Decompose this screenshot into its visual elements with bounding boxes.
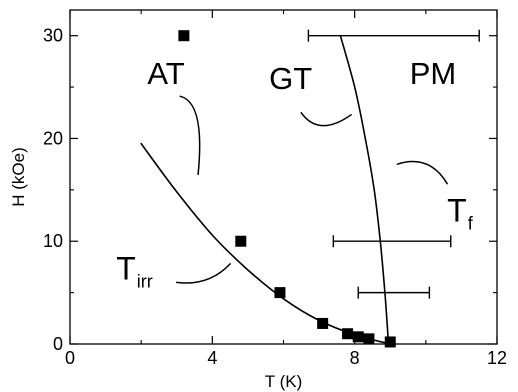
x-tick-label-0: 0 [65,348,75,368]
annotation-pointer-2 [396,160,448,185]
x-tick-label-2: 8 [350,348,360,368]
data-point-7 [384,336,396,348]
data-point-4 [342,328,354,340]
region-label-gt: GT [269,61,312,96]
curve-label-irr: Tirr [116,250,153,291]
x-tick-label-3: 12 [487,348,507,368]
x-axis-label: T (K) [265,372,302,391]
curve-t-f [339,34,390,345]
region-label-at: AT [147,56,184,91]
data-point-5 [352,331,364,343]
curve-t-irr [140,142,392,345]
y-tick-label-2: 20 [43,128,63,148]
data-point-3 [317,317,329,329]
data-point-6 [363,333,375,345]
y-tick-label-0: 0 [53,334,63,354]
annotation-pointer-3 [176,263,231,284]
data-point-1 [235,235,247,247]
plot-area: 0 4 8 12 0 10 20 30 T (K) H (kOe) AT GT PM Tirr Tf [9,9,507,391]
x-tick-label-1: 4 [207,348,217,368]
y-tick-label-1: 10 [43,231,63,251]
region-label-pm: PM [410,56,457,91]
data-point-0 [178,30,190,42]
y-tick-label-3: 30 [43,26,63,46]
annotation-pointer-0 [179,95,201,176]
y-axis-label: H (kOe) [9,147,28,207]
curve-label-f: Tf [447,193,474,234]
data-point-2 [274,287,286,299]
annotation-pointer-1 [300,112,352,127]
